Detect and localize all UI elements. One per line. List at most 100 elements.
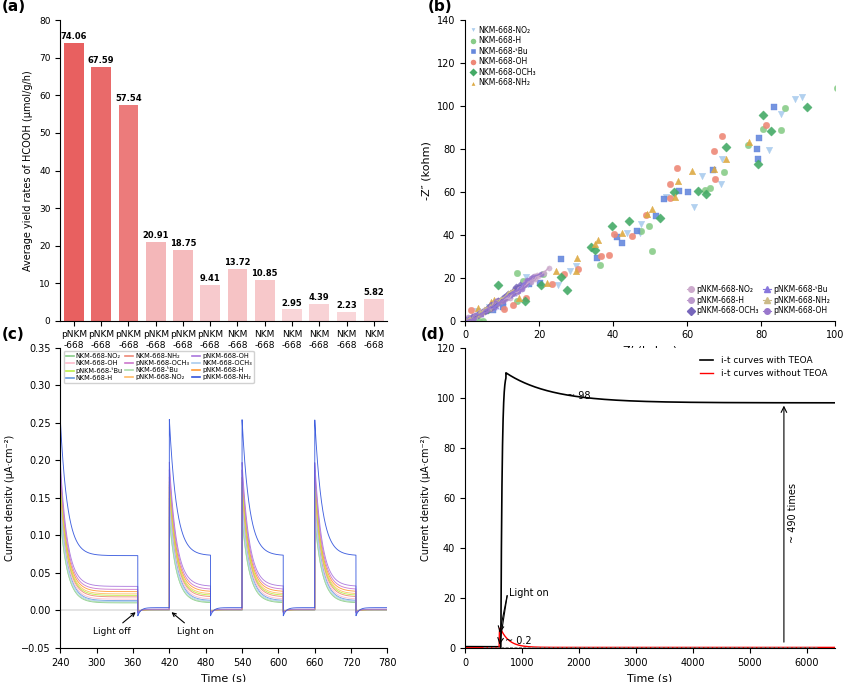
NKM-668-NH₂ (645, 204, 659, 215)
Point (489, 295, 503, 306)
NKM-668-OCH₃ (699, 189, 713, 200)
Point (467, 312, 480, 323)
Text: 57.54: 57.54 (115, 94, 142, 103)
Text: 20.91: 20.91 (142, 231, 169, 240)
Point (488, 299, 502, 310)
Point (474, 308, 488, 319)
Point (481, 303, 495, 314)
NKM-668-NO₂ (660, 192, 673, 203)
Point (516, 280, 530, 291)
Point (489, 301, 503, 312)
i-t curves without TEOA (509, 640, 519, 648)
i-t curves with TEOA (830, 399, 840, 407)
i-t curves with TEOA (587, 394, 598, 402)
Text: 2.23: 2.23 (336, 301, 357, 310)
NKM-668-OCH₃ (491, 280, 505, 291)
Point (459, 315, 473, 326)
NKM-668-ᵗBu (751, 144, 765, 155)
Point (478, 306, 492, 317)
NKM-668-OH (545, 279, 559, 290)
NKM-668-ᵗBu (534, 277, 548, 288)
Bar (201, 285, 220, 321)
Y-axis label: Current densitv (μA·cm⁻²): Current densitv (μA·cm⁻²) (5, 434, 15, 561)
NKM-668-H (516, 276, 530, 286)
NKM-668-NH₂ (616, 228, 629, 239)
Point (467, 312, 480, 323)
Bar (119, 105, 139, 321)
NKM-668-NH₂ (487, 295, 501, 306)
NKM-668-OCH₃ (554, 271, 567, 282)
Point (508, 283, 522, 294)
Text: ~ 98: ~ 98 (567, 391, 591, 401)
Point (480, 305, 494, 316)
Point (475, 307, 489, 318)
Point (484, 303, 498, 314)
i-t curves with TEOA (631, 397, 641, 405)
Point (482, 303, 496, 314)
NKM-668-ᵗBu (616, 237, 629, 248)
NKM-668-ᵗBu (657, 194, 671, 205)
Bar (64, 43, 84, 321)
Point (500, 292, 514, 303)
Text: ~ 0.2: ~ 0.2 (505, 636, 531, 646)
i-t curves with TEOA (509, 374, 519, 382)
Legend: NKM-668-NO₂, NKM-668-OH, pNKM-668-ᵗBu, NKM-668-H, NKM-668-NH₂, pNKM-668-OCH₃, NK: NKM-668-NO₂, NKM-668-OH, pNKM-668-ᵗBu, N… (64, 351, 254, 383)
NKM-668-H (831, 83, 845, 93)
NKM-668-H (756, 123, 770, 134)
i-t curves with TEOA (496, 644, 506, 652)
NKM-668-OCH₃ (764, 125, 777, 136)
NKM-668-NO₂ (521, 278, 535, 289)
Point (515, 280, 529, 291)
Point (492, 296, 505, 307)
NKM-668-ᵗBu (467, 315, 480, 326)
Point (461, 314, 475, 325)
Point (516, 283, 530, 294)
Line: i-t curves without TEOA: i-t curves without TEOA (465, 628, 835, 648)
NKM-668-OCH₃ (756, 110, 770, 121)
NKM-668-OCH₃ (623, 216, 636, 226)
Point (491, 297, 505, 308)
NKM-668-NO₂ (687, 201, 701, 212)
Point (509, 285, 523, 296)
Point (466, 312, 480, 323)
Point (467, 311, 480, 322)
Point (510, 282, 523, 293)
NKM-668-NO₂ (775, 108, 789, 119)
Point (499, 293, 512, 304)
NKM-668-H (703, 182, 717, 193)
Text: Light off: Light off (93, 613, 134, 636)
NKM-668-H (593, 260, 607, 271)
NKM-668-NO₂ (496, 300, 510, 311)
Text: 5.82: 5.82 (363, 288, 384, 297)
Bar (337, 312, 356, 321)
Point (469, 309, 483, 320)
Point (496, 295, 510, 306)
Point (466, 312, 480, 323)
NKM-668-ᵗBu (630, 225, 644, 236)
NKM-668-OCH₃ (584, 242, 598, 253)
Point (520, 275, 534, 286)
NKM-668-ᵗBu (681, 187, 695, 198)
NKM-668-NO₂ (470, 305, 484, 316)
Point (484, 301, 498, 312)
NKM-668-OCH₃ (481, 303, 495, 314)
Point (489, 297, 503, 308)
Point (480, 305, 493, 316)
NKM-668-ᵗBu (610, 231, 623, 242)
Point (461, 312, 474, 323)
Point (494, 293, 508, 304)
Point (458, 314, 472, 325)
NKM-668-OCH₃ (691, 186, 705, 196)
NKM-668-OH (759, 120, 772, 131)
Point (500, 291, 514, 301)
Point (466, 313, 480, 324)
NKM-668-NH₂ (719, 153, 733, 164)
Point (514, 281, 528, 292)
NKM-668-OCH₃ (561, 285, 574, 296)
Point (519, 279, 533, 290)
Point (523, 276, 537, 286)
NKM-668-H (510, 267, 523, 278)
NKM-668-H (775, 124, 789, 135)
Point (465, 312, 479, 323)
Point (458, 315, 472, 326)
